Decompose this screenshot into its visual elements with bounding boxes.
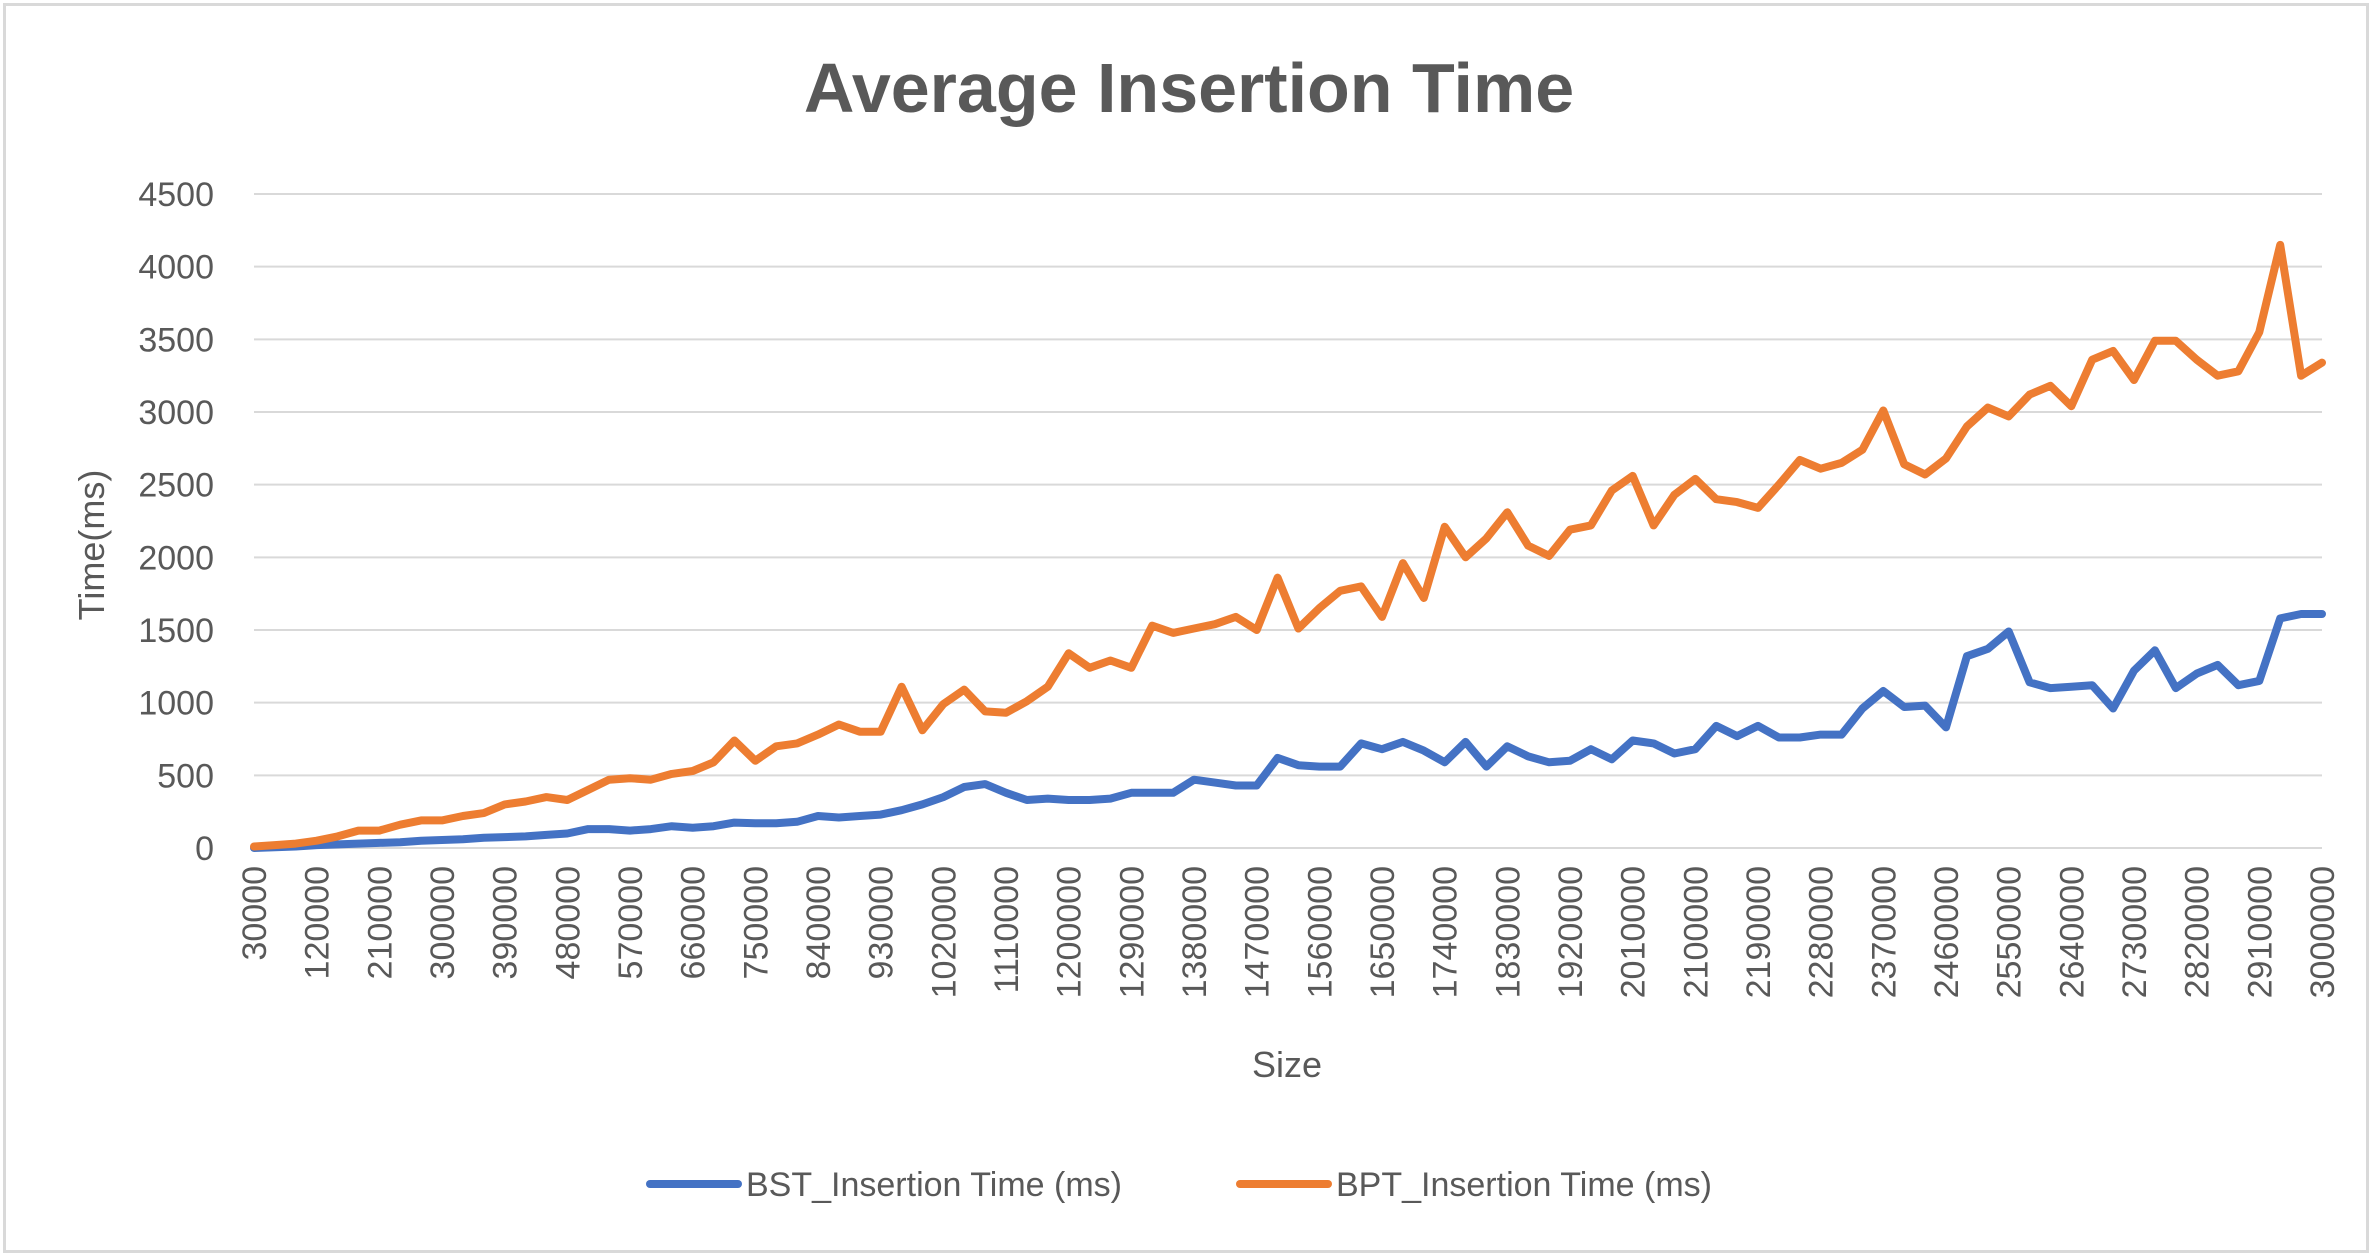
x-tick-label: 1920000 (1552, 866, 1590, 998)
chart-title: Average Insertion Time (804, 49, 1574, 127)
x-tick-label: 1560000 (1301, 866, 1339, 998)
x-tick-label: 1200000 (1051, 866, 1089, 998)
x-tick-label: 1830000 (1489, 866, 1527, 998)
y-tick-label: 0 (195, 830, 214, 868)
y-tick-label: 2500 (138, 467, 214, 505)
y-tick-label: 4000 (138, 249, 214, 287)
x-tick-label: 2640000 (2053, 866, 2091, 998)
series-lines (250, 240, 2326, 852)
x-tick-label: 1650000 (1364, 866, 1402, 998)
y-axis-label: Time(ms) (71, 470, 112, 621)
x-tick-label: 1110000 (988, 866, 1026, 993)
x-tick-label: 2190000 (1740, 866, 1778, 998)
x-tick-label: 2910000 (2241, 866, 2279, 998)
x-tick-label: 1290000 (1113, 866, 1151, 998)
x-tick-label: 2820000 (2179, 866, 2217, 998)
gridlines (254, 193, 2322, 777)
x-tick-label: 210000 (361, 866, 399, 979)
y-tick-label: 3000 (138, 394, 214, 432)
y-tick-label: 500 (157, 757, 214, 795)
x-tick-label: 30000 (236, 866, 274, 961)
x-tick-label: 3000000 (2304, 866, 2342, 998)
x-tick-label: 2550000 (1991, 866, 2029, 998)
x-tick-label: 570000 (612, 866, 650, 979)
x-tick-label: 2370000 (1865, 866, 1903, 998)
y-tick-label: 3500 (138, 321, 214, 359)
series-line-1 (250, 240, 2326, 851)
x-tick-label: 480000 (549, 866, 587, 979)
x-tick-label: 930000 (863, 866, 901, 979)
x-axis-label: Size (1252, 1044, 1322, 1085)
x-tick-label: 750000 (737, 866, 775, 979)
y-tick-label: 2000 (138, 539, 214, 577)
y-tick-label: 1000 (138, 685, 214, 723)
x-tick-label: 2280000 (1803, 866, 1841, 998)
legend: BST_Insertion Time (ms) BPT_Insertion Tim… (646, 1166, 1712, 1204)
x-tick-label: 300000 (424, 866, 462, 979)
x-axis-ticks: 30000 120000 210000 300000 390000 480000 57000… (236, 866, 2342, 998)
x-tick-label: 1020000 (925, 866, 963, 998)
x-tick-label: 120000 (299, 866, 337, 979)
x-tick-label: 2460000 (1928, 866, 1966, 998)
legend-label-0: BST_Insertion Time (ms) (746, 1166, 1122, 1204)
legend-label-1: BPT_Insertion Time (ms) (1336, 1166, 1712, 1204)
x-tick-label: 2100000 (1677, 866, 1715, 998)
series-line-0 (250, 610, 2326, 852)
y-tick-label: 1500 (138, 612, 214, 650)
x-tick-label: 390000 (487, 866, 525, 979)
x-tick-label: 660000 (675, 866, 713, 979)
x-tick-label: 1470000 (1239, 866, 1277, 998)
y-axis-ticks: 0 500 1000 1500 2000 2500 3000 3500 4000 4500 (138, 176, 214, 868)
x-tick-label: 840000 (800, 866, 838, 979)
x-tick-label: 2730000 (2116, 866, 2154, 998)
x-tick-label: 1740000 (1427, 866, 1465, 998)
y-tick-label: 4500 (138, 176, 214, 214)
x-tick-label: 2010000 (1615, 866, 1653, 998)
x-tick-label: 1380000 (1176, 866, 1214, 998)
